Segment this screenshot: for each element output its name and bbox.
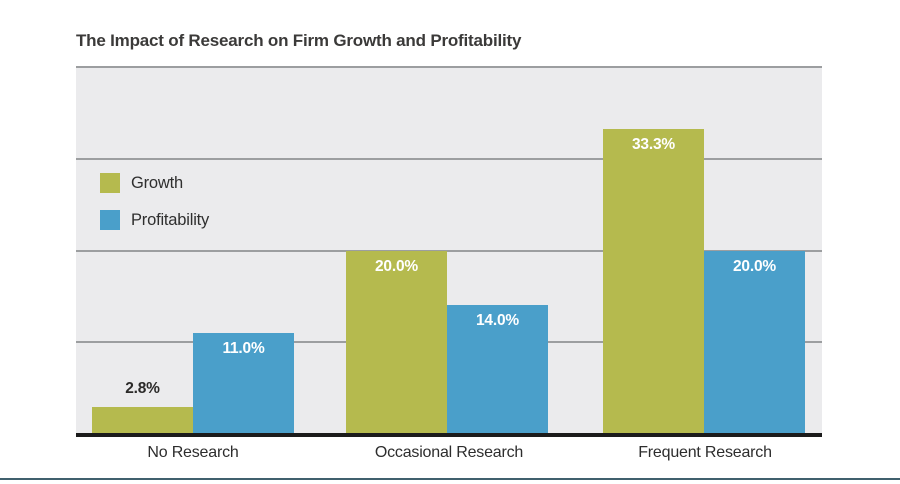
x-axis-label-frequent-research: Frequent Research (638, 444, 772, 461)
legend-item-growth: Growth (100, 173, 209, 193)
x-axis-line (76, 433, 822, 437)
page-title: The Impact of Research on Firm Growth an… (76, 31, 522, 50)
bar-value-label: 20.0% (733, 257, 776, 275)
bar-growth-occasional-research: 20.0% (346, 250, 447, 433)
x-axis-label-occasional-research: Occasional Research (374, 444, 524, 461)
bar-group-frequent-research: 33.3% 20.0% (603, 68, 805, 433)
x-axis-labels: No Research Occasional Research Frequent R… (76, 444, 822, 466)
x-axis-label-no-research: No Research (147, 444, 239, 461)
bar-chart: 2.8% 11.0% 20.0% 14.0% 33.3% 20.0% Growth Profi… (76, 66, 822, 466)
legend-label: Profitability (131, 210, 210, 229)
legend-item-profitability: Profitability (100, 210, 209, 230)
legend-label: Growth (131, 173, 183, 192)
legend: Growth Profitability (100, 173, 209, 230)
bar-growth-no-research: 2.8% (92, 380, 193, 433)
bottom-divider (0, 478, 900, 480)
bar-profitability-frequent-research: 20.0% (704, 250, 805, 433)
bar-profitability-no-research: 11.0% (193, 332, 294, 433)
bar-value-label: 2.8% (125, 380, 160, 398)
bar-group-no-research: 2.8% 11.0% (92, 68, 294, 433)
legend-swatch-icon (100, 173, 120, 193)
bar-value-label: 33.3% (632, 136, 675, 154)
gridline-20 (76, 249, 822, 252)
bar-value-label: 20.0% (375, 257, 418, 275)
gridline-30 (76, 158, 822, 161)
bar-value-label: 11.0% (222, 339, 265, 357)
bar-group-occasional-research: 20.0% 14.0% (346, 68, 548, 433)
bar-profitability-occasional-research: 14.0% (447, 305, 548, 433)
legend-swatch-icon (100, 210, 120, 230)
plot-area: 2.8% 11.0% 20.0% 14.0% 33.3% 20.0% Growth Profi… (76, 66, 822, 433)
bar-growth-frequent-research: 33.3% (603, 129, 704, 433)
bar-value-label: 14.0% (476, 312, 519, 330)
